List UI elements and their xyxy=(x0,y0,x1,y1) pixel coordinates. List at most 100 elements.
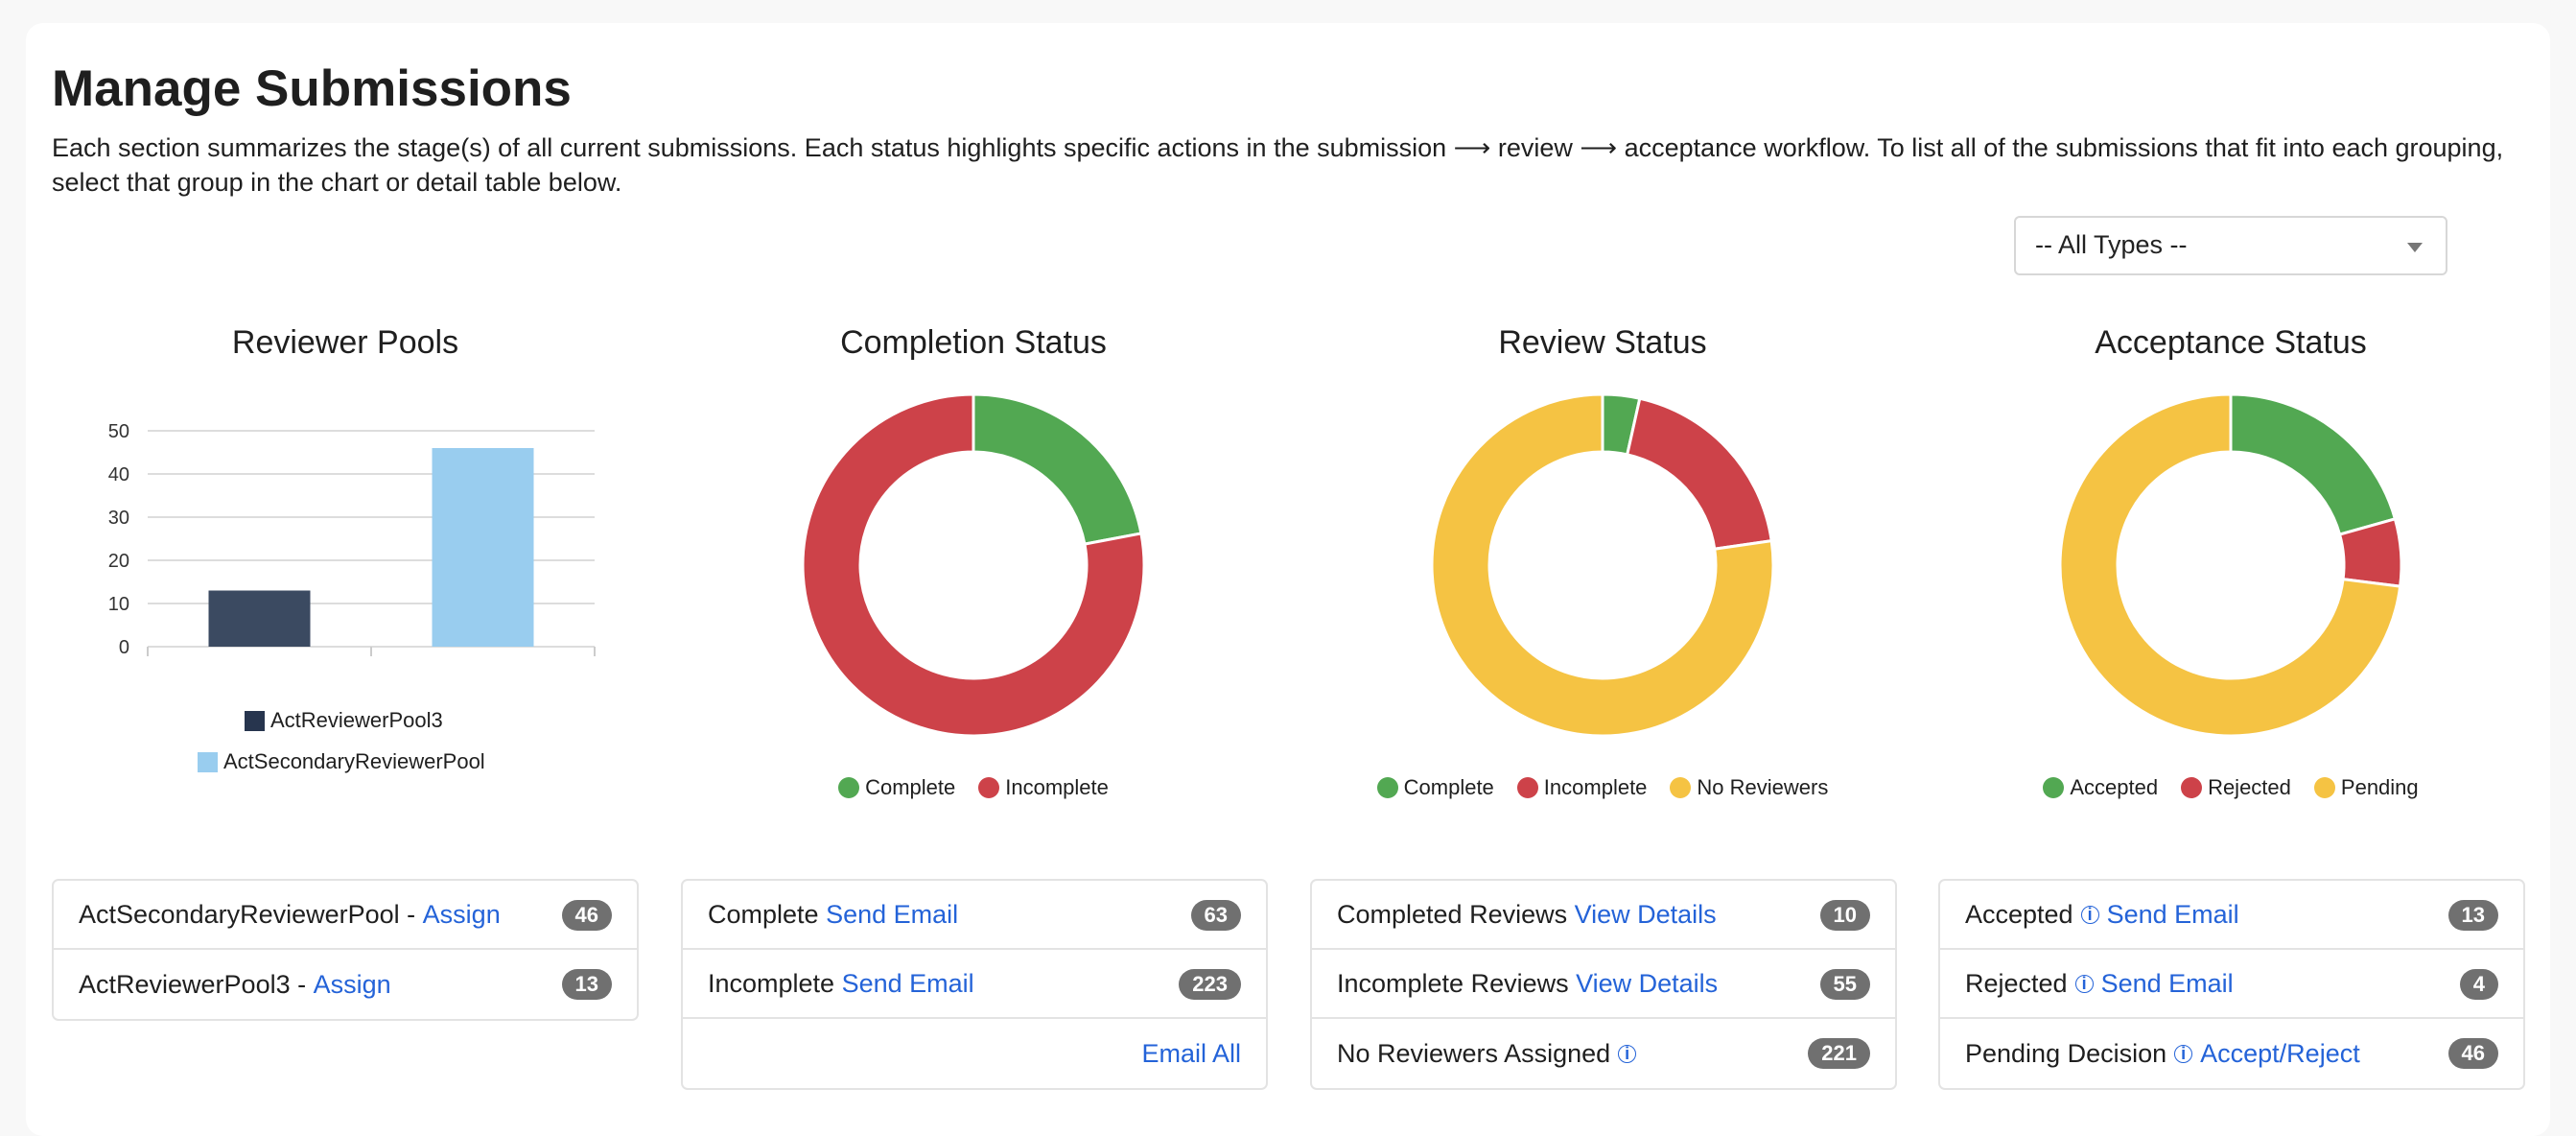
reviewer-pools-bar-chart[interactable]: 0 10 20 30 40 50 xyxy=(77,403,652,658)
row-label: Incomplete xyxy=(708,968,842,998)
legend-label: Pending xyxy=(2340,775,2419,799)
legend-dot xyxy=(1670,777,1692,798)
legend-item-pending[interactable]: Pending xyxy=(2313,775,2419,800)
assign-link[interactable]: Assign xyxy=(422,899,501,929)
legend-item-complete[interactable]: Complete xyxy=(1376,775,1494,800)
info-icon[interactable]: i xyxy=(2074,974,2094,993)
count-badge: 10 xyxy=(1819,900,1870,931)
count-badge: 55 xyxy=(1819,969,1870,1000)
legend-label: Complete xyxy=(865,775,956,799)
count-badge: 221 xyxy=(1808,1038,1870,1069)
count-badge: 46 xyxy=(561,900,612,931)
row-label: No Reviewers Assigned xyxy=(1337,1038,1611,1068)
page-title: Manage Submissions xyxy=(52,60,572,117)
table-row[interactable]: Incomplete Reviews View Details 55 xyxy=(1312,950,1895,1019)
completion-status-title: Completion Status xyxy=(840,324,1107,361)
y-tick-label: 20 xyxy=(108,551,129,572)
legend-label: ActReviewerPool3 xyxy=(270,708,443,732)
legend-dot xyxy=(1376,777,1398,798)
table-row[interactable]: No Reviewers Assigned i 221 xyxy=(1312,1019,1895,1088)
review-legend: Complete Incomplete No Reviewers xyxy=(1315,775,1890,800)
legend-label: ActSecondaryReviewerPool xyxy=(223,749,485,773)
send-email-link[interactable]: Send Email xyxy=(2100,968,2234,998)
completion-legend: Complete Incomplete xyxy=(686,775,1261,800)
row-label: Accepted xyxy=(1965,899,2073,929)
slice-incomplete[interactable] xyxy=(801,392,1146,738)
count-badge: 13 xyxy=(561,969,612,1000)
acceptance-legend: Accepted Rejected Pending xyxy=(1943,775,2518,800)
type-filter-value: -- All Types -- xyxy=(2035,230,2188,259)
info-icon[interactable]: i xyxy=(1618,1044,1637,1063)
legend-dot xyxy=(978,777,1000,798)
legend-label: Incomplete xyxy=(1005,775,1109,799)
row-label: ActReviewerPool3 - xyxy=(79,969,314,999)
table-row[interactable]: Accepted i Send Email 13 xyxy=(1940,881,2523,950)
send-email-link[interactable]: Send Email xyxy=(2106,899,2239,929)
reviewer-pools-table: ActSecondaryReviewerPool - Assign 46 Act… xyxy=(52,879,639,1021)
legend-label: Rejected xyxy=(2208,775,2291,799)
slice-no-reviewers[interactable] xyxy=(1430,392,1775,738)
assign-link[interactable]: Assign xyxy=(313,969,391,999)
row-label: Complete xyxy=(708,899,827,929)
bar-ActSecondaryReviewerPool[interactable] xyxy=(432,448,534,647)
legend-item-secondary-pool[interactable]: ActSecondaryReviewerPool xyxy=(198,749,485,774)
y-tick-label: 0 xyxy=(119,637,129,658)
table-row[interactable]: Pending Decision i Accept/Reject 46 xyxy=(1940,1019,2523,1088)
y-tick-label: 50 xyxy=(108,421,129,442)
count-badge: 46 xyxy=(2447,1038,2498,1069)
count-badge: 63 xyxy=(1190,900,1241,931)
count-badge: 13 xyxy=(2447,900,2498,931)
review-donut-chart[interactable] xyxy=(1430,392,1775,738)
legend-dot xyxy=(2313,777,2335,798)
row-label: ActSecondaryReviewerPool - xyxy=(79,899,423,929)
legend-item-complete[interactable]: Complete xyxy=(838,775,955,800)
view-details-link[interactable]: View Details xyxy=(1576,968,1719,998)
legend-item-pool3[interactable]: ActReviewerPool3 xyxy=(245,708,443,733)
view-details-link[interactable]: View Details xyxy=(1574,899,1717,929)
completion-donut-chart[interactable] xyxy=(801,392,1146,738)
legend-swatch xyxy=(198,751,218,772)
legend-item-no-reviewers[interactable]: No Reviewers xyxy=(1670,775,1828,800)
bar-ActReviewerPool3[interactable] xyxy=(208,590,311,648)
table-row[interactable]: Incomplete Send Email 223 xyxy=(683,950,1266,1019)
legend-dot xyxy=(838,777,860,798)
table-row[interactable]: ActReviewerPool3 - Assign 13 xyxy=(54,950,637,1019)
legend-label: Complete xyxy=(1403,775,1494,799)
slice-incomplete[interactable] xyxy=(1625,396,1773,551)
chevron-down-icon xyxy=(2407,243,2423,252)
legend-item-incomplete[interactable]: Incomplete xyxy=(978,775,1109,800)
table-footer-row: Email All xyxy=(683,1019,1266,1088)
type-filter-select[interactable]: -- All Types -- xyxy=(2014,216,2447,275)
legend-item-accepted[interactable]: Accepted xyxy=(2043,775,2158,800)
slice-accepted[interactable] xyxy=(2229,392,2398,536)
email-all-link[interactable]: Email All xyxy=(1141,1038,1241,1068)
table-row[interactable]: Complete Send Email 63 xyxy=(683,881,1266,950)
send-email-link[interactable]: Send Email xyxy=(841,968,974,998)
table-row[interactable]: ActSecondaryReviewerPool - Assign 46 xyxy=(54,881,637,950)
slice-pending[interactable] xyxy=(2058,392,2402,738)
info-icon[interactable]: i xyxy=(2080,905,2099,924)
completion-table: Complete Send Email 63 Incomplete Send E… xyxy=(681,879,1268,1090)
legend-item-incomplete[interactable]: Incomplete xyxy=(1516,775,1648,800)
page-description: Each section summarizes the stage(s) of … xyxy=(52,133,2504,197)
acceptance-donut-chart[interactable] xyxy=(2058,392,2403,738)
review-table: Completed Reviews View Details 10 Incomp… xyxy=(1310,879,1897,1090)
legend-label: Accepted xyxy=(2070,775,2159,799)
row-label: Completed Reviews xyxy=(1337,899,1575,929)
send-email-link[interactable]: Send Email xyxy=(826,899,959,929)
count-badge: 223 xyxy=(1179,969,1241,1000)
legend-swatch xyxy=(245,710,265,731)
table-row[interactable]: Completed Reviews View Details 10 xyxy=(1312,881,1895,950)
y-tick-label: 10 xyxy=(108,594,129,615)
legend-label: Incomplete xyxy=(1543,775,1648,799)
slice-complete[interactable] xyxy=(972,392,1143,546)
row-label: Incomplete Reviews xyxy=(1337,968,1577,998)
acceptance-table: Accepted i Send Email 13 Rejected i Send… xyxy=(1938,879,2525,1090)
table-row[interactable]: Rejected i Send Email 4 xyxy=(1940,950,2523,1019)
legend-dot xyxy=(2043,777,2065,798)
reviewer-pools-title: Reviewer Pools xyxy=(231,324,459,361)
accept-reject-link[interactable]: Accept/Reject xyxy=(2200,1038,2360,1068)
row-label: Pending Decision xyxy=(1965,1038,2167,1068)
info-icon[interactable]: i xyxy=(2174,1044,2193,1063)
legend-item-rejected[interactable]: Rejected xyxy=(2181,775,2291,800)
